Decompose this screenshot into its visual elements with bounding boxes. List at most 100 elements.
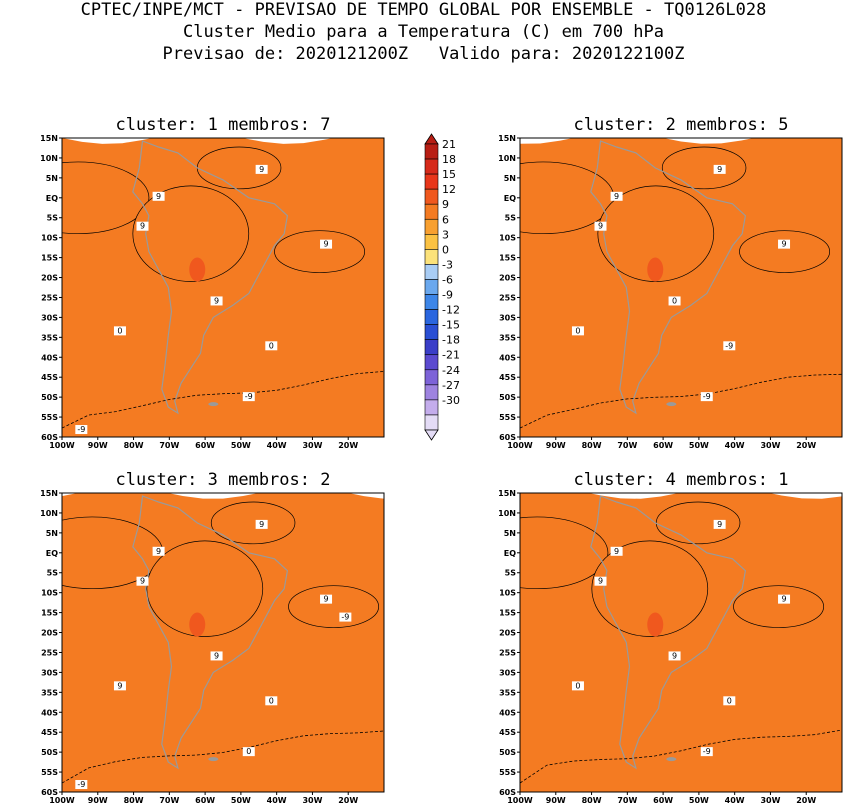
contour-label-box: [610, 546, 623, 556]
lat-tick-label: 15S: [499, 609, 516, 618]
contour-label-box: [700, 747, 713, 757]
lat-tick-label: 10S: [499, 589, 516, 598]
colorbar-swatch: [424, 414, 439, 431]
lat-tick-label: EQ: [504, 194, 516, 203]
contour-label: 9: [259, 165, 264, 174]
lon-tick-label: 60W: [195, 796, 215, 803]
warm-region: [661, 146, 747, 190]
lat-tick-label: 20S: [41, 629, 58, 638]
lat-tick-label: 40S: [41, 353, 58, 362]
lat-tick-label: 15N: [498, 489, 516, 498]
lat-tick-label: 40S: [499, 353, 516, 362]
lon-tick-label: 60W: [653, 796, 673, 803]
lat-tick-label: 50S: [499, 393, 516, 402]
colorbar-label: 12: [442, 183, 456, 196]
lon-tick-label: 50W: [231, 441, 251, 450]
colorbar-swatch: [424, 143, 439, 160]
warm-region: [288, 585, 380, 628]
warm-region: [196, 146, 282, 190]
colorbar-swatch: [424, 309, 439, 325]
colorbar-swatch: [424, 234, 439, 250]
map-panel-4: 9 9 9 9 9 0 0 -9 cluster: 4 membros: 1 15N 10N 5N EQ…: [498, 470, 843, 803]
contour-label: 0: [117, 326, 122, 335]
lat-tick-label: 45S: [41, 373, 58, 382]
contour-label-box: [255, 519, 268, 529]
lon-tick-label: 20W: [796, 441, 816, 450]
contour-label-box: [778, 594, 791, 604]
warm-region: [62, 161, 150, 235]
lat-tick-label: 25S: [499, 648, 516, 657]
colorbar-label: 21: [442, 138, 456, 151]
negative-contour: [520, 373, 842, 429]
contour-label-box: [255, 164, 268, 174]
panel-title: cluster: 2 membros: 5: [574, 115, 789, 135]
lat-tick-label: 15N: [498, 134, 516, 143]
colorbar-swatch: [424, 324, 439, 340]
contour-label: 9: [156, 192, 161, 201]
contour-label-box: [136, 576, 149, 586]
lon-tick-label: 80W: [124, 441, 144, 450]
lat-tick-label: 20S: [499, 274, 516, 283]
lat-tick-label: 60S: [41, 788, 58, 797]
coastline: [590, 495, 747, 770]
lat-tick-label: 30S: [41, 313, 58, 322]
colorbar-swatch: [424, 384, 439, 401]
contour-label: 9: [156, 547, 161, 556]
lon-tick-label: 70W: [617, 441, 637, 450]
falkland-islands: [208, 402, 219, 407]
lat-tick-label: 15S: [41, 254, 58, 263]
lon-tick-label: 50W: [231, 796, 251, 803]
lon-tick-label: 100W: [49, 796, 75, 803]
contour-label-box: [700, 392, 713, 402]
contour-label: 9: [259, 520, 264, 529]
lon-tick-label: 90W: [546, 796, 566, 803]
lon-tick-label: 80W: [582, 441, 602, 450]
warm-region: [132, 185, 250, 282]
lat-tick-label: 25S: [499, 293, 516, 302]
warmest-core: [189, 257, 206, 282]
contour-label: 0: [269, 341, 274, 350]
lon-tick-label: 50W: [689, 441, 709, 450]
lat-tick-label: 30S: [41, 668, 58, 677]
lon-tick-label: 100W: [507, 441, 533, 450]
lon-tick-label: 60W: [195, 441, 215, 450]
warm-region: [274, 230, 366, 273]
lat-tick-label: 30S: [499, 668, 516, 677]
colorbar-swatch: [424, 279, 439, 295]
contour-label: 0: [672, 296, 677, 305]
colorbar-label: 18: [442, 153, 456, 166]
contour-label-box: [75, 780, 88, 790]
colorbar-label: 0: [442, 243, 449, 256]
negative-contour: [520, 729, 842, 784]
lon-tick-label: 70W: [159, 441, 179, 450]
contour-label-box: [713, 519, 726, 529]
contour-label-box: [113, 326, 126, 336]
lat-tick-label: 10N: [498, 154, 516, 163]
lat-tick-label: 15S: [499, 254, 516, 263]
warm-region: [520, 516, 609, 590]
contour-label-box: [339, 612, 352, 622]
contour-label-box: [571, 681, 584, 691]
panel-title: cluster: 3 membros: 2: [116, 470, 331, 490]
contour-label: 9: [214, 296, 219, 305]
map-panel-1: 9 9 9 9 9 0 0 -9 -9 cluster: 1 membros: 7 15N 10N 5N…: [40, 115, 385, 450]
panel-title: cluster: 4 membros: 1: [574, 470, 789, 490]
warm-region: [210, 501, 296, 545]
colorbar-label: -21: [442, 349, 460, 362]
contour-label: 9: [598, 577, 603, 586]
colorbar-swatch: [424, 203, 439, 220]
lat-tick-label: 5N: [504, 529, 516, 538]
lat-tick-label: 10N: [498, 509, 516, 518]
warmest-core: [647, 257, 664, 282]
colorbar-label: -30: [442, 394, 460, 407]
colorbar-label: -6: [442, 273, 453, 286]
warmest-core: [647, 612, 664, 637]
lat-tick-label: 60S: [41, 433, 58, 442]
lat-tick-label: 35S: [41, 688, 58, 697]
colorbar-arrow-bottom: [424, 429, 439, 441]
contour-label: 9: [614, 547, 619, 556]
lat-tick-label: 5N: [46, 174, 58, 183]
lon-tick-label: 70W: [617, 796, 637, 803]
colorbar-swatch: [424, 188, 439, 205]
lat-tick-label: 60S: [499, 433, 516, 442]
